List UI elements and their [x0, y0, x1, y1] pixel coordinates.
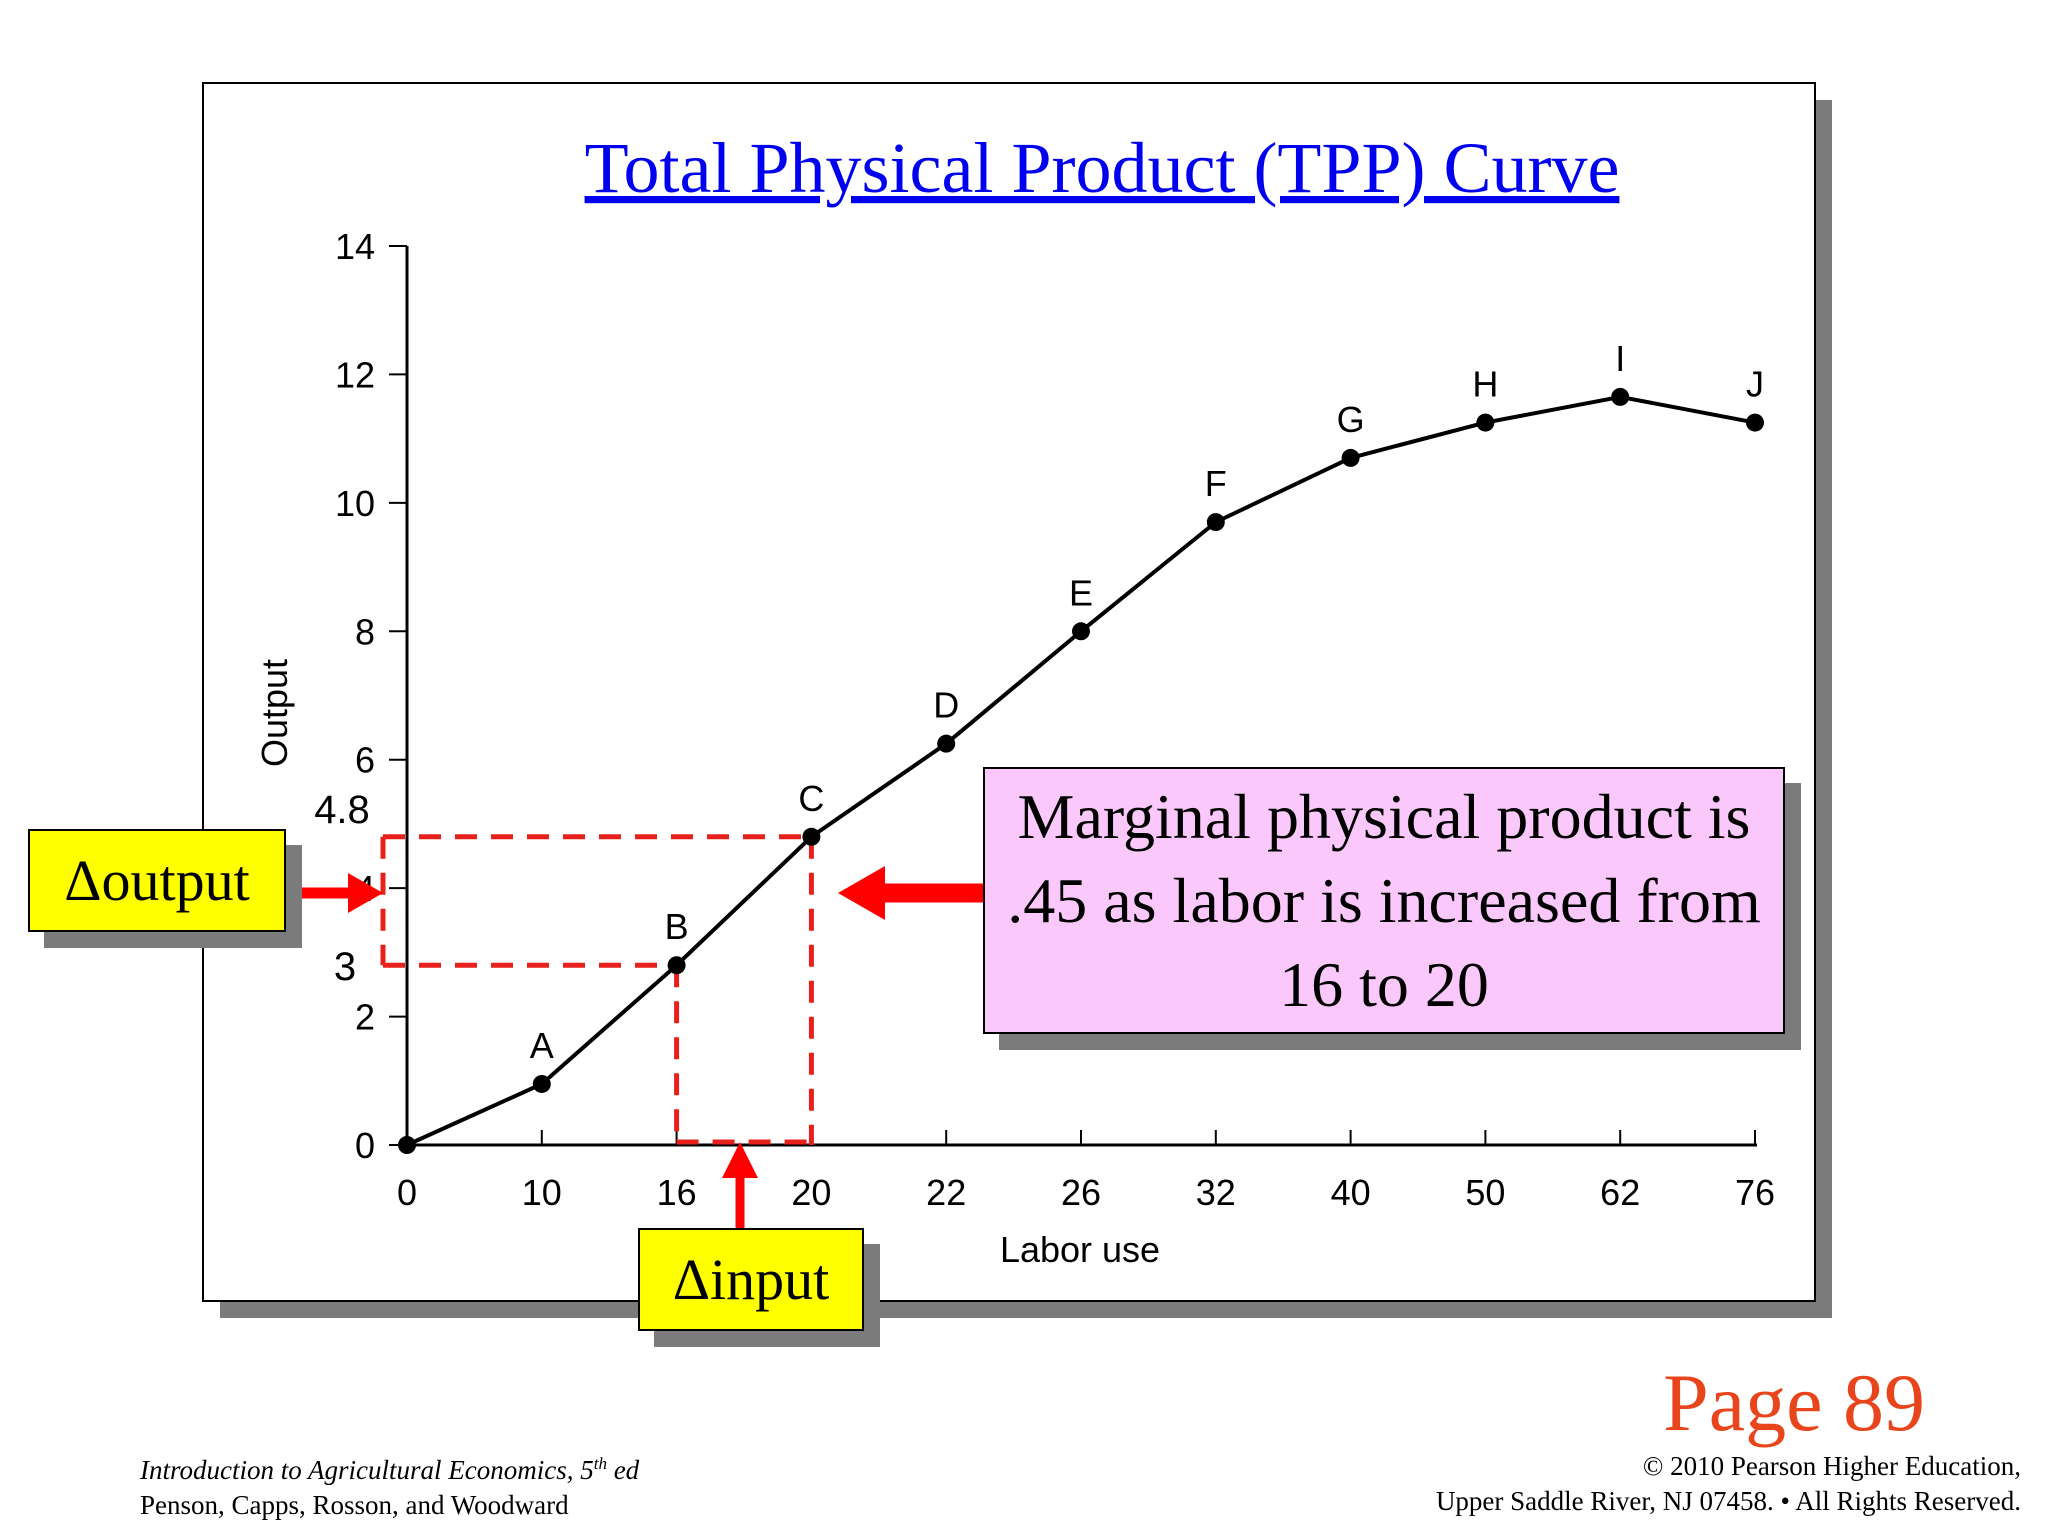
x-tick-label: 0 [397, 1172, 417, 1213]
book-title-end: ed [606, 1455, 640, 1485]
point-label: B [665, 906, 689, 947]
data-point [532, 1074, 551, 1093]
data-point [1206, 513, 1225, 532]
delta-input-text: Δinput [672, 1247, 830, 1312]
book-title: Introduction to Agricultural Economics, … [140, 1454, 639, 1486]
point-label: H [1472, 364, 1498, 405]
x-tick-label: 22 [926, 1172, 966, 1213]
x-tick-label: 26 [1061, 1172, 1101, 1213]
x-tick-label: 62 [1600, 1172, 1640, 1213]
delta-input-arrow-head [722, 1142, 758, 1178]
data-point [937, 734, 956, 753]
book-title-main: Introduction to Agricultural Economics, … [140, 1455, 594, 1485]
y-axis-label: Output [254, 659, 295, 767]
output-low-label: 3 [334, 945, 356, 989]
plot-area: A B C D E F G H I J [298, 338, 1764, 1228]
x-tick-label: 32 [1196, 1172, 1236, 1213]
y-tick-label: 2 [355, 997, 375, 1038]
data-point [1746, 413, 1764, 432]
book-title-sup: th [593, 1454, 607, 1473]
y-tick-label: 12 [335, 354, 375, 395]
copyright-line-1: © 2010 Pearson Higher Education, [1642, 1451, 2021, 1481]
data-point [1072, 622, 1090, 641]
data-point [398, 1136, 416, 1154]
y-tick-label: 14 [335, 226, 375, 267]
output-high-label: 4.8 [314, 788, 370, 832]
data-point [1476, 413, 1495, 432]
mpp-callout: Marginal physical product is .45 as labo… [983, 767, 1785, 1034]
data-point [802, 827, 821, 846]
mpp-arrow-head [838, 866, 885, 920]
y-tick-label: 10 [335, 483, 375, 524]
point-label: A [530, 1025, 554, 1066]
x-tick-label: 76 [1735, 1172, 1775, 1213]
point-label: D [933, 685, 959, 726]
point-label: J [1746, 364, 1764, 405]
x-tick-label: 40 [1331, 1172, 1371, 1213]
x-tick-label: 16 [657, 1172, 697, 1213]
data-point [1341, 448, 1360, 467]
delta-output-text: Δoutput [64, 848, 250, 913]
data-point [1611, 387, 1630, 406]
mpp-callout-text: Marginal physical product is .45 as labo… [1007, 780, 1761, 1020]
x-tick-label: 20 [791, 1172, 831, 1213]
delta-guides: 34.8 [314, 788, 814, 1145]
chart-title: Total Physical Product (TPP) Curve [585, 128, 1620, 208]
point-label: G [1337, 399, 1365, 440]
x-tick-label: 10 [522, 1172, 562, 1213]
delta-input-callout: Δinput [638, 1228, 864, 1331]
page-number: Page 89 [1663, 1357, 1925, 1448]
x-axis-label: Labor use [1000, 1229, 1160, 1270]
point-label: I [1615, 338, 1625, 379]
point-label: C [798, 778, 824, 819]
point-label: F [1205, 463, 1227, 504]
x-tick-label: 50 [1465, 1172, 1505, 1213]
y-tick-label: 6 [355, 740, 375, 781]
data-point [667, 956, 686, 975]
delta-output-callout: Δoutput [28, 829, 286, 932]
y-tick-label: 0 [355, 1125, 375, 1166]
axes: 02468101214010162022263240506276 [335, 226, 1775, 1213]
delta-output-arrow-head [348, 873, 383, 913]
copyright-line-2: Upper Saddle River, NJ 07458. • All Righ… [1435, 1486, 2021, 1516]
book-authors: Penson, Capps, Rosson, and Woodward [140, 1490, 569, 1520]
point-label: E [1069, 572, 1093, 613]
y-tick-label: 8 [355, 611, 375, 652]
